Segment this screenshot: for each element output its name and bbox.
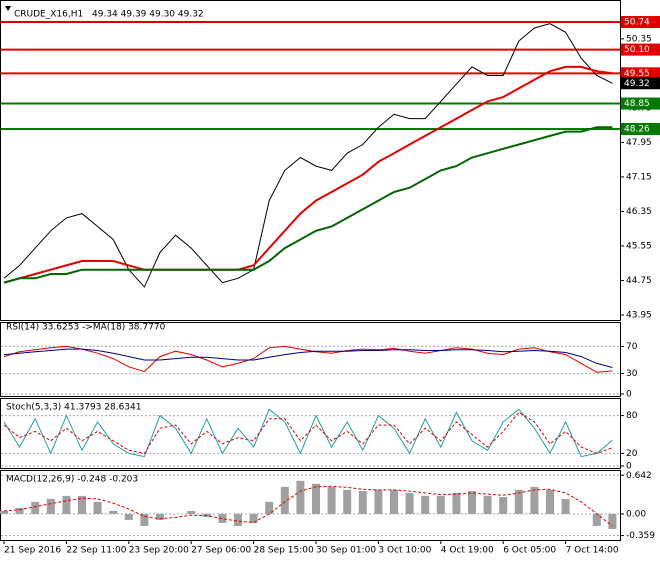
histogram-bar (608, 513, 617, 529)
x-tick-label: 23 Sep 20:00 (129, 546, 189, 556)
x-tick-label: 28 Sep 15:00 (254, 546, 314, 556)
level-box (621, 15, 660, 28)
histogram-bar (234, 513, 242, 526)
series-line (3, 485, 613, 527)
x-tick-label: 27 Sep 06:00 (191, 546, 251, 556)
level-label: 48.85 (624, 99, 650, 109)
histogram-bar (124, 513, 133, 520)
panel-frame (0, 0, 621, 321)
panel-frame (0, 398, 621, 469)
histogram-bar (78, 495, 86, 514)
series-line (3, 411, 613, 454)
histogram-bar (405, 492, 414, 514)
histogram-bar (312, 483, 320, 514)
histogram-bar (421, 495, 430, 514)
x-tick-label: 3 Oct 10:00 (378, 546, 431, 556)
histogram-bar (296, 480, 305, 514)
histogram-bar (249, 513, 258, 523)
histogram-bar (592, 513, 601, 526)
level-label: 48.26 (624, 125, 650, 135)
y-tick-label: 50.35 (626, 34, 652, 44)
histogram-bar (31, 501, 40, 514)
price-label: 49.32 (624, 79, 650, 89)
histogram-bar (62, 495, 71, 514)
y-tick-label: 0.642 (626, 471, 652, 481)
series-line (3, 126, 613, 284)
series-line (3, 408, 613, 458)
price-box (621, 77, 660, 90)
y-tick-label: 20 (626, 449, 638, 459)
y-tick-label: 80 (626, 411, 638, 421)
level-label: 50.74 (624, 17, 650, 27)
histogram-bar (343, 489, 352, 514)
panel-title: MACD(12,26,9) -0.248 -0.203 (6, 475, 138, 485)
y-tick-label: -0.359 (626, 531, 655, 541)
y-tick-label: 70 (626, 342, 638, 352)
level-label: 50.10 (624, 45, 650, 55)
level-box (621, 67, 660, 80)
histogram-bar (546, 489, 554, 514)
panel-title: RSI(14) 33.6253 ->MA(18) 38.7770 (6, 323, 166, 333)
x-tick-label: 30 Sep 01:00 (316, 546, 376, 556)
histogram-bar (436, 495, 445, 514)
histogram-bar (109, 510, 118, 514)
histogram-bar (374, 489, 383, 514)
histogram-bar (468, 491, 476, 514)
series-line (3, 23, 613, 288)
y-tick-label: 44.75 (626, 276, 652, 286)
series-line (3, 65, 613, 284)
x-tick-label: 6 Oct 05:00 (503, 546, 556, 556)
histogram-bar (390, 489, 398, 514)
histogram-bar (561, 498, 570, 514)
histogram-bar (265, 501, 274, 514)
y-tick-label: 47.95 (626, 138, 652, 148)
panel-title: CRUDE_X16,H1 (14, 10, 83, 20)
y-tick-label: 46.35 (626, 207, 652, 217)
histogram-bar (358, 491, 367, 514)
histogram-bar (218, 513, 227, 523)
y-tick-label: 30 (626, 369, 638, 379)
histogram-bar (156, 513, 164, 520)
x-tick-label: 4 Oct 19:00 (441, 546, 494, 556)
x-tick-label: 7 Oct 14:00 (566, 546, 619, 556)
panel-title: Stoch(5,3,3) 41.3793 28.6341 (6, 403, 141, 413)
level-box (621, 43, 660, 56)
y-tick-label: 43.95 (626, 310, 652, 320)
histogram-bar (140, 513, 149, 526)
y-tick-label: 0 (626, 462, 632, 472)
collapse-icon (5, 6, 11, 11)
y-tick-label: 47.15 (626, 172, 652, 182)
y-tick-label: 0.00 (626, 509, 646, 519)
histogram-bar (499, 497, 508, 514)
histogram-bar (0, 510, 8, 514)
y-tick-label: 45.55 (626, 241, 652, 251)
histogram-bar (483, 495, 492, 514)
histogram-bar (327, 486, 336, 514)
histogram-bar (452, 492, 461, 514)
y-tick-label: 0 (626, 390, 632, 400)
series-line (3, 348, 613, 368)
x-tick-label: 21 Sep 2016 (4, 546, 61, 556)
panel-subtitle: 49.34 49.39 49.30 49.32 (92, 10, 204, 20)
x-tick-label: 22 Sep 11:00 (66, 546, 126, 556)
histogram-bar (93, 501, 102, 514)
panel-frame (0, 470, 621, 541)
histogram-bar (514, 489, 523, 514)
level-box (621, 123, 660, 135)
level-label: 49.55 (624, 69, 650, 79)
panel-frame (0, 322, 621, 397)
histogram-bar (530, 486, 539, 514)
histogram-bar (46, 498, 55, 514)
level-box (621, 97, 660, 110)
histogram-bar (15, 507, 24, 514)
histogram-bar (187, 510, 196, 514)
histogram-bar (280, 486, 289, 514)
